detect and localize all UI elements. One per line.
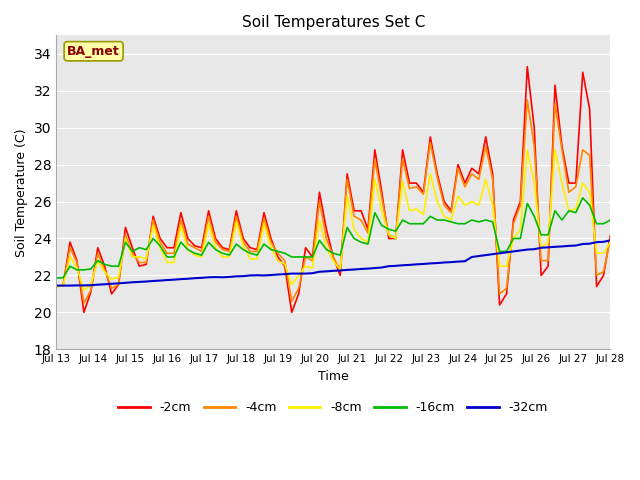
-16cm	[579, 195, 587, 201]
-4cm	[468, 171, 476, 177]
-4cm	[524, 97, 531, 103]
-32cm	[52, 283, 60, 288]
-4cm	[52, 284, 60, 289]
-32cm	[551, 244, 559, 250]
Line: -32cm: -32cm	[56, 240, 611, 286]
-4cm	[509, 221, 517, 227]
X-axis label: Time: Time	[318, 370, 349, 383]
-8cm	[524, 147, 531, 153]
-2cm	[524, 64, 531, 70]
-4cm	[544, 258, 552, 264]
-16cm	[357, 240, 365, 245]
-4cm	[565, 190, 573, 195]
-4cm	[406, 186, 413, 192]
-8cm	[468, 199, 476, 204]
-2cm	[565, 180, 573, 186]
-2cm	[406, 180, 413, 186]
-2cm	[80, 310, 88, 315]
-32cm	[399, 263, 406, 268]
-16cm	[607, 217, 614, 223]
Legend: -2cm, -4cm, -8cm, -16cm, -32cm: -2cm, -4cm, -8cm, -16cm, -32cm	[113, 396, 553, 420]
-16cm	[461, 221, 468, 227]
-2cm	[544, 264, 552, 269]
-4cm	[607, 236, 614, 241]
-32cm	[607, 238, 614, 243]
-2cm	[607, 232, 614, 238]
Title: Soil Temperatures Set C: Soil Temperatures Set C	[242, 15, 425, 30]
-16cm	[531, 214, 538, 219]
-8cm	[80, 288, 88, 293]
Y-axis label: Soil Temperature (C): Soil Temperature (C)	[15, 128, 28, 257]
-32cm	[531, 246, 538, 252]
Text: BA_met: BA_met	[67, 45, 120, 58]
-8cm	[52, 284, 60, 289]
Line: -4cm: -4cm	[56, 100, 611, 303]
-8cm	[544, 240, 552, 245]
-16cm	[399, 217, 406, 223]
Line: -8cm: -8cm	[56, 150, 611, 290]
-4cm	[364, 230, 372, 236]
-16cm	[502, 249, 510, 254]
-8cm	[406, 208, 413, 214]
-4cm	[80, 300, 88, 306]
-2cm	[364, 227, 372, 232]
-8cm	[607, 240, 614, 245]
-32cm	[502, 250, 510, 255]
Line: -16cm: -16cm	[56, 198, 611, 278]
-8cm	[565, 208, 573, 214]
-2cm	[52, 284, 60, 289]
-2cm	[509, 217, 517, 223]
-32cm	[461, 258, 468, 264]
-2cm	[468, 166, 476, 171]
-16cm	[52, 276, 60, 281]
-8cm	[364, 240, 372, 245]
Line: -2cm: -2cm	[56, 67, 611, 312]
-32cm	[357, 266, 365, 272]
-16cm	[551, 208, 559, 214]
-8cm	[509, 236, 517, 241]
